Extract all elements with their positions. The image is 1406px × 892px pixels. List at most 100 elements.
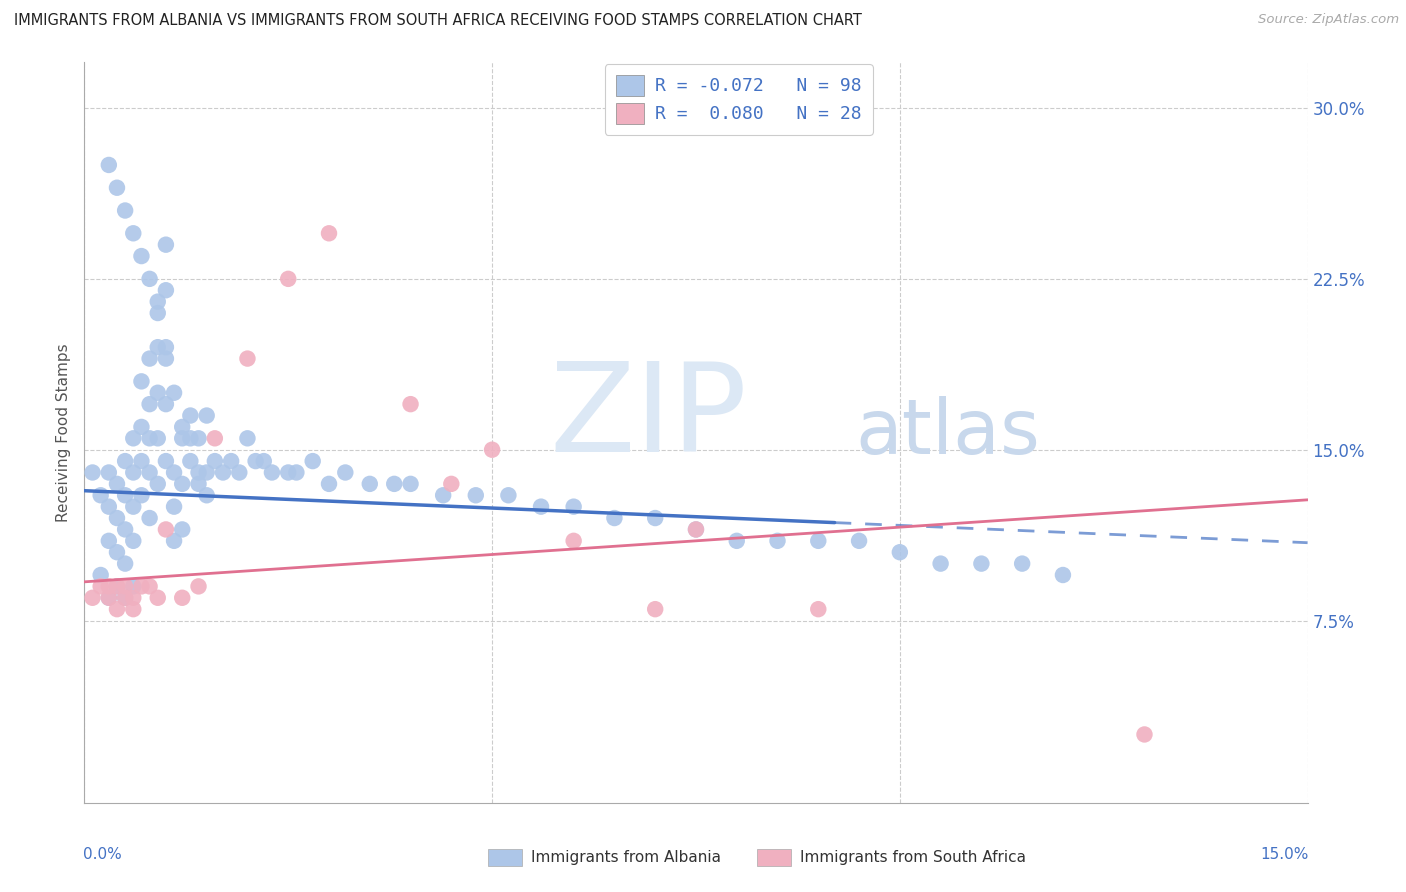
Point: [163, 533, 186, 548]
Point: [187, 579, 209, 593]
Text: 15.0%: 15.0%: [1260, 847, 1309, 863]
Point: [245, 454, 267, 468]
Point: [146, 385, 169, 400]
Point: [335, 466, 357, 480]
Point: [301, 454, 323, 468]
Point: [530, 500, 553, 514]
Point: [114, 557, 136, 571]
Point: [146, 476, 169, 491]
Text: atlas: atlas: [855, 396, 1040, 469]
Point: [114, 488, 136, 502]
Point: [807, 602, 830, 616]
Point: [155, 237, 177, 252]
Point: [187, 476, 209, 491]
Point: [114, 591, 136, 605]
Point: [122, 431, 145, 445]
Point: [163, 385, 186, 400]
Point: [807, 533, 830, 548]
Point: [766, 533, 789, 548]
Point: [138, 272, 160, 286]
Point: [90, 579, 112, 593]
Point: [131, 249, 153, 263]
Point: [97, 533, 120, 548]
Point: [82, 466, 104, 480]
Point: [122, 602, 145, 616]
Point: [562, 500, 585, 514]
Point: [725, 533, 748, 548]
Point: [138, 466, 160, 480]
Text: Immigrants from South Africa: Immigrants from South Africa: [800, 850, 1026, 865]
Point: [382, 476, 405, 491]
Point: [399, 476, 422, 491]
Point: [172, 431, 194, 445]
Point: [970, 557, 993, 571]
Point: [114, 203, 136, 218]
Point: [685, 523, 707, 537]
Point: [359, 476, 381, 491]
Point: [138, 351, 160, 366]
Point: [97, 466, 120, 480]
Point: [285, 466, 308, 480]
Point: [195, 488, 218, 502]
Point: [97, 579, 120, 593]
Point: [155, 351, 177, 366]
Point: [179, 431, 201, 445]
Point: [195, 466, 218, 480]
Point: [97, 591, 120, 605]
Y-axis label: Receiving Food Stamps: Receiving Food Stamps: [56, 343, 72, 522]
Point: [146, 431, 169, 445]
Point: [644, 602, 666, 616]
Point: [603, 511, 626, 525]
Point: [131, 454, 153, 468]
Point: [277, 466, 299, 480]
Point: [82, 591, 104, 605]
Point: [155, 454, 177, 468]
Point: [236, 351, 259, 366]
Point: [172, 420, 194, 434]
Point: [929, 557, 952, 571]
Point: [219, 454, 242, 468]
Point: [105, 180, 128, 194]
Point: [114, 579, 136, 593]
Point: [90, 568, 112, 582]
Point: [204, 454, 226, 468]
Point: [432, 488, 454, 502]
Point: [644, 511, 666, 525]
Point: [131, 579, 153, 593]
Point: [889, 545, 911, 559]
Point: [187, 466, 209, 480]
Point: [172, 476, 194, 491]
Point: [138, 431, 160, 445]
Point: [146, 591, 169, 605]
Point: [138, 397, 160, 411]
Text: ZIP: ZIP: [550, 358, 747, 478]
Point: [685, 523, 707, 537]
Point: [122, 466, 145, 480]
Point: [138, 511, 160, 525]
Point: [277, 272, 299, 286]
Point: [187, 431, 209, 445]
Point: [122, 591, 145, 605]
Point: [114, 523, 136, 537]
Point: [122, 579, 145, 593]
Point: [172, 591, 194, 605]
Point: [122, 500, 145, 514]
Point: [399, 397, 422, 411]
Point: [155, 340, 177, 354]
Point: [204, 431, 226, 445]
Point: [114, 454, 136, 468]
Bar: [758, 849, 792, 866]
Point: [228, 466, 250, 480]
Point: [1011, 557, 1033, 571]
Point: [155, 397, 177, 411]
Point: [97, 158, 120, 172]
Point: [179, 454, 201, 468]
Point: [155, 283, 177, 297]
Point: [105, 545, 128, 559]
Point: [131, 488, 153, 502]
Point: [105, 476, 128, 491]
Point: [1052, 568, 1074, 582]
Point: [848, 533, 870, 548]
Point: [260, 466, 283, 480]
Point: [105, 511, 128, 525]
